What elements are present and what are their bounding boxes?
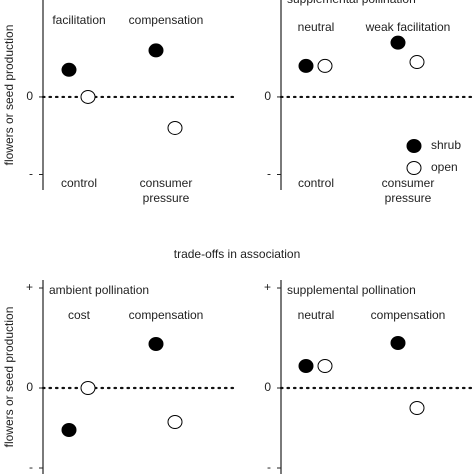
y-axis-label: flowers or seed production — [2, 25, 16, 166]
annotation: facilitation — [52, 13, 106, 27]
y-tick-label: 0 — [264, 380, 271, 394]
y-tick-label: 0 — [264, 89, 271, 103]
annotation: compensation — [128, 308, 204, 322]
point — [317, 58, 333, 73]
legend-label: shrub — [431, 138, 461, 152]
y-tick-label: 0 — [26, 380, 33, 394]
x-tick-label: control — [297, 176, 335, 190]
y-tick-label: + — [264, 280, 271, 294]
legend-label: open — [431, 160, 458, 174]
point — [298, 58, 314, 73]
y-tick-label: + — [26, 280, 33, 294]
annotation: neutral — [297, 20, 335, 34]
y-axis-label: flowers or seed production — [2, 307, 16, 448]
panel-title: supplemental pollination — [287, 283, 416, 297]
annotation: cost — [67, 308, 90, 322]
figure-heading: trade-offs in association — [173, 247, 301, 261]
annotation: compensation — [370, 308, 446, 322]
point — [409, 401, 425, 415]
point — [390, 336, 406, 350]
point — [167, 120, 183, 135]
point — [80, 89, 96, 104]
point — [61, 423, 77, 437]
y-tick-label: - — [267, 460, 271, 474]
point — [409, 55, 425, 70]
y-tick-label: - — [29, 460, 33, 474]
point — [298, 359, 314, 373]
panel-title: supplemental pollination — [287, 0, 416, 7]
x-tick-label: consumer pressure — [139, 176, 193, 205]
point — [167, 415, 183, 429]
annotation: weak facilitation — [365, 20, 451, 34]
x-tick-label: consumer pressure — [381, 176, 435, 205]
point — [317, 359, 333, 373]
y-tick-label: - — [267, 167, 271, 181]
y-tick-label: - — [29, 167, 33, 181]
point — [148, 43, 164, 58]
annotation: compensation — [128, 13, 204, 27]
point — [390, 35, 406, 50]
annotation: neutral — [297, 308, 335, 322]
legend-swatch — [406, 161, 422, 175]
point — [61, 62, 77, 77]
panel-title: ambient pollination — [49, 283, 150, 297]
y-tick-label: 0 — [26, 89, 33, 103]
legend-swatch — [406, 139, 422, 153]
x-tick-label: control — [60, 176, 98, 190]
point — [80, 381, 96, 395]
point — [148, 337, 164, 351]
